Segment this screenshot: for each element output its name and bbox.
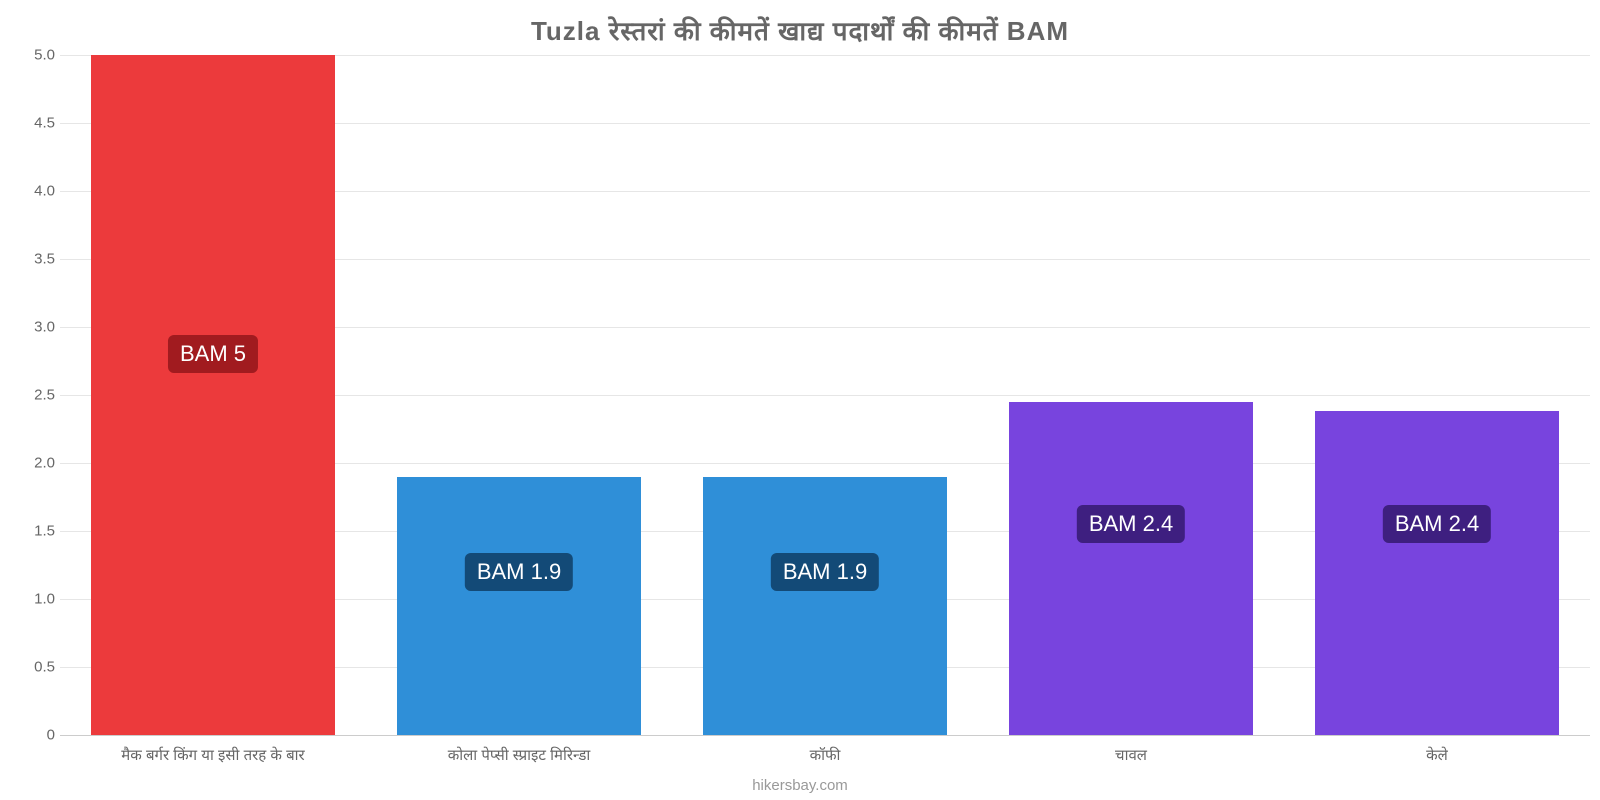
y-axis-tick-label: 4.0 bbox=[15, 183, 55, 200]
y-axis-tick-label: 4.5 bbox=[15, 115, 55, 132]
bar bbox=[397, 477, 642, 735]
y-axis-tick-label: 1.5 bbox=[15, 523, 55, 540]
y-axis-tick-label: 1.0 bbox=[15, 591, 55, 608]
bar bbox=[1315, 411, 1560, 735]
y-axis-tick-label: 5.0 bbox=[15, 47, 55, 64]
x-axis-category-label: केले bbox=[1426, 745, 1448, 765]
y-axis-tick-label: 3.5 bbox=[15, 251, 55, 268]
bar bbox=[91, 55, 336, 735]
y-axis-tick-label: 2.0 bbox=[15, 455, 55, 472]
bar-value-label: BAM 1.9 bbox=[465, 553, 573, 591]
bar-value-label: BAM 1.9 bbox=[771, 553, 879, 591]
y-axis-tick-label: 0 bbox=[15, 727, 55, 744]
bar bbox=[703, 477, 948, 735]
bar bbox=[1009, 402, 1254, 735]
x-axis-category-label: कॉफी bbox=[810, 745, 841, 765]
attribution-text: hikersbay.com bbox=[0, 777, 1600, 794]
chart-title: Tuzla रेस्तरां की कीमतें खाद्य पदार्थों … bbox=[0, 0, 1600, 56]
chart-plot-area: 00.51.01.52.02.53.03.54.04.55.0BAM 5मैक … bbox=[60, 55, 1590, 735]
bar-value-label: BAM 2.4 bbox=[1383, 505, 1491, 543]
y-axis-tick-label: 0.5 bbox=[15, 659, 55, 676]
y-axis-tick-label: 2.5 bbox=[15, 387, 55, 404]
bar-value-label: BAM 2.4 bbox=[1077, 505, 1185, 543]
x-axis-category-label: मैक बर्गर किंग या इसी तरह के बार bbox=[121, 745, 304, 765]
x-axis-baseline bbox=[60, 735, 1590, 736]
x-axis-category-label: चावल bbox=[1115, 745, 1147, 765]
bar-value-label: BAM 5 bbox=[168, 335, 258, 373]
y-axis-tick-label: 3.0 bbox=[15, 319, 55, 336]
x-axis-category-label: कोला पेप्सी स्प्राइट मिरिन्डा bbox=[448, 745, 591, 765]
